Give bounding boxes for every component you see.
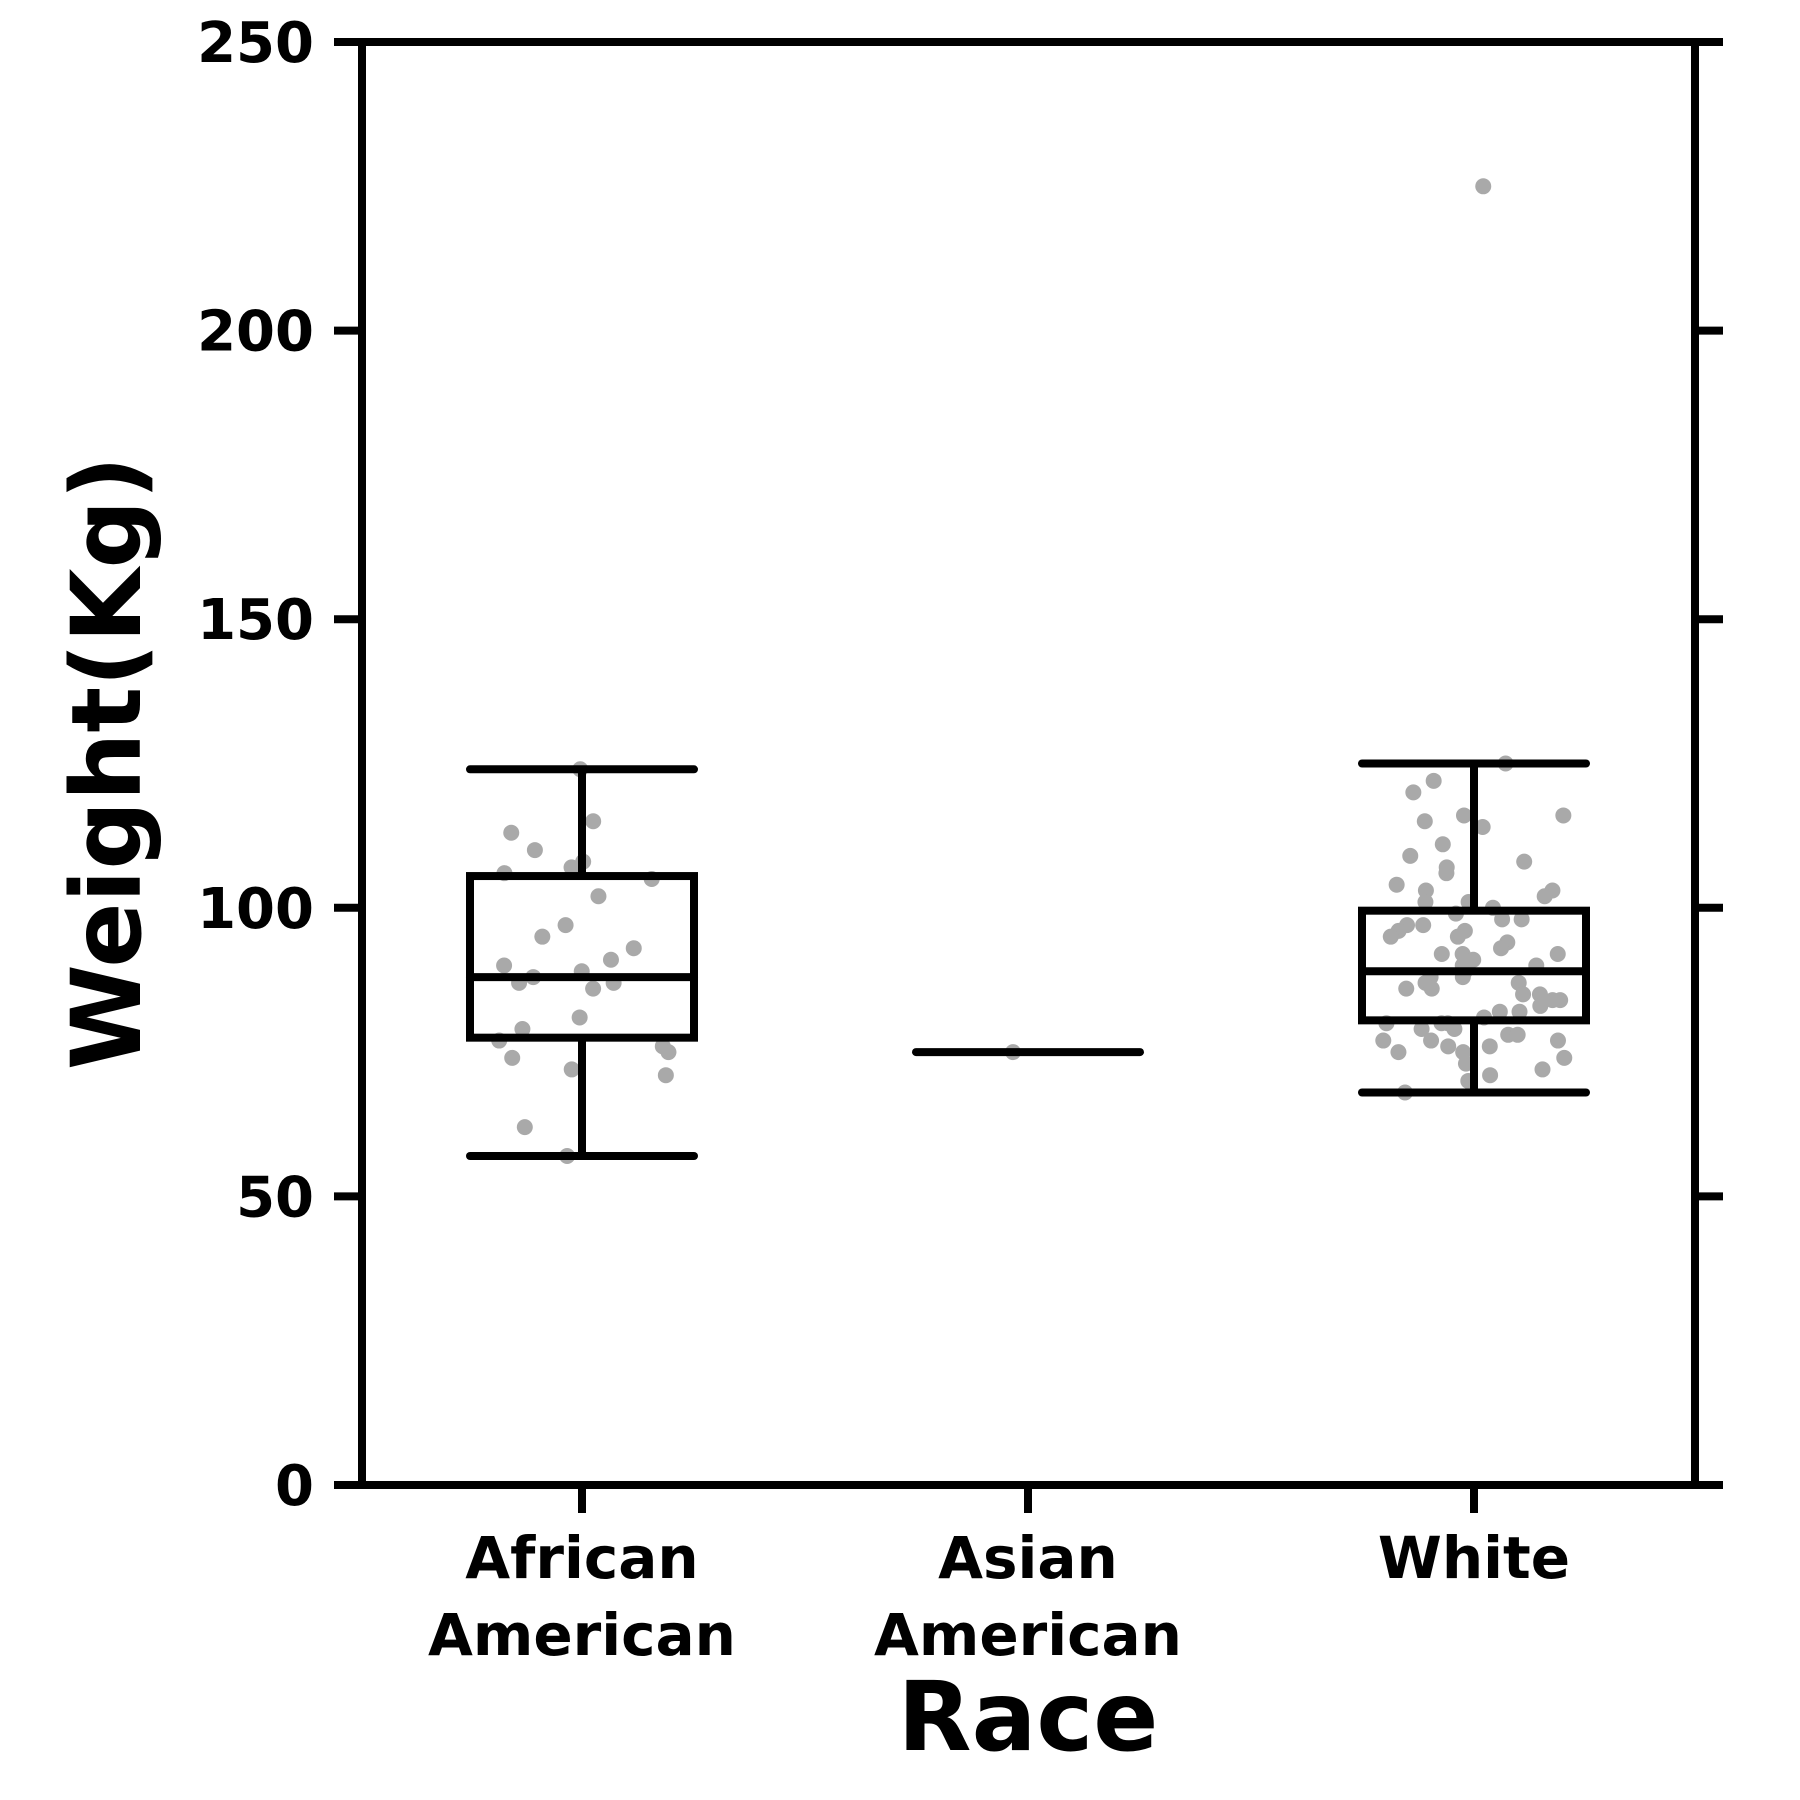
data-point — [1415, 917, 1432, 934]
data-point — [504, 1049, 521, 1066]
y-tick-label: 200 — [197, 300, 314, 365]
data-point — [1402, 847, 1419, 864]
data-point — [1544, 992, 1561, 1009]
data-point — [1474, 818, 1491, 835]
data-point — [1382, 928, 1399, 945]
data-point — [1440, 1038, 1457, 1055]
data-point — [526, 842, 543, 859]
y-tick-label: 150 — [197, 588, 314, 653]
data-point — [1390, 1044, 1407, 1061]
x-axis-title: Race — [898, 1661, 1159, 1773]
data-point — [1434, 836, 1451, 853]
data-point — [563, 1061, 580, 1078]
jitter-points — [491, 178, 1573, 1164]
data-point — [1438, 865, 1455, 882]
data-point — [1493, 940, 1510, 957]
box-iqr — [1358, 906, 1590, 1025]
data-point — [1555, 807, 1572, 824]
data-point — [1457, 1055, 1474, 1072]
data-point — [1536, 888, 1553, 905]
data-point — [1413, 1021, 1430, 1038]
data-point — [1405, 784, 1422, 801]
data-point — [1482, 1067, 1499, 1084]
data-point — [1516, 853, 1533, 870]
box-iqr — [466, 872, 698, 1042]
data-point — [585, 980, 602, 997]
data-point — [590, 888, 607, 905]
data-point — [585, 813, 602, 830]
data-point — [496, 957, 513, 974]
data-point — [1417, 882, 1434, 899]
data-point — [1475, 178, 1492, 195]
data-point — [534, 928, 551, 945]
data-point — [516, 1119, 533, 1136]
data-point — [514, 1021, 531, 1038]
data-point — [625, 940, 642, 957]
y-tick-label: 100 — [197, 877, 314, 942]
data-point — [1481, 1038, 1498, 1055]
data-point — [1532, 997, 1549, 1014]
x-tick-label: American — [874, 1601, 1182, 1669]
data-point — [1388, 876, 1405, 893]
data-point — [1531, 986, 1548, 1003]
data-point — [1494, 911, 1511, 928]
data-point — [1375, 1032, 1392, 1049]
data-point — [1398, 980, 1415, 997]
y-axis-title: Weight(Kg) — [51, 456, 163, 1070]
y-tick-label: 50 — [236, 1165, 314, 1230]
y-axis-ticks: 0 50 100 150 200 250 — [197, 11, 1723, 1519]
data-point — [1417, 894, 1434, 911]
data-point — [1515, 986, 1532, 1003]
data-point — [1549, 945, 1566, 962]
data-point — [1433, 945, 1450, 962]
data-point — [660, 1044, 677, 1061]
data-point — [1556, 1049, 1573, 1066]
boxes — [466, 759, 1590, 1160]
data-point — [657, 1067, 674, 1084]
data-point — [571, 1009, 588, 1026]
x-tick-label: African — [465, 1524, 698, 1592]
data-point — [1549, 1032, 1566, 1049]
data-point — [1513, 911, 1530, 928]
data-point — [1509, 1026, 1526, 1043]
data-point — [1456, 807, 1473, 824]
data-point — [1511, 1003, 1528, 1020]
data-point — [1491, 1003, 1508, 1020]
data-point — [1423, 980, 1440, 997]
x-axis-ticks: African American Asian American White — [428, 1485, 1570, 1669]
data-point — [1416, 813, 1433, 830]
x-tick-label: White — [1378, 1524, 1570, 1592]
y-tick-label: 250 — [197, 11, 314, 76]
y-tick-label: 0 — [275, 1454, 314, 1519]
data-point — [602, 951, 619, 968]
data-point — [1425, 772, 1442, 789]
x-tick-label: Asian — [938, 1524, 1118, 1592]
x-tick-label: American — [428, 1601, 736, 1669]
data-point — [1423, 1032, 1440, 1049]
data-point — [1446, 1021, 1463, 1038]
data-point — [1449, 928, 1466, 945]
data-point — [503, 824, 520, 841]
data-point — [557, 917, 574, 934]
data-point — [1534, 1061, 1551, 1078]
